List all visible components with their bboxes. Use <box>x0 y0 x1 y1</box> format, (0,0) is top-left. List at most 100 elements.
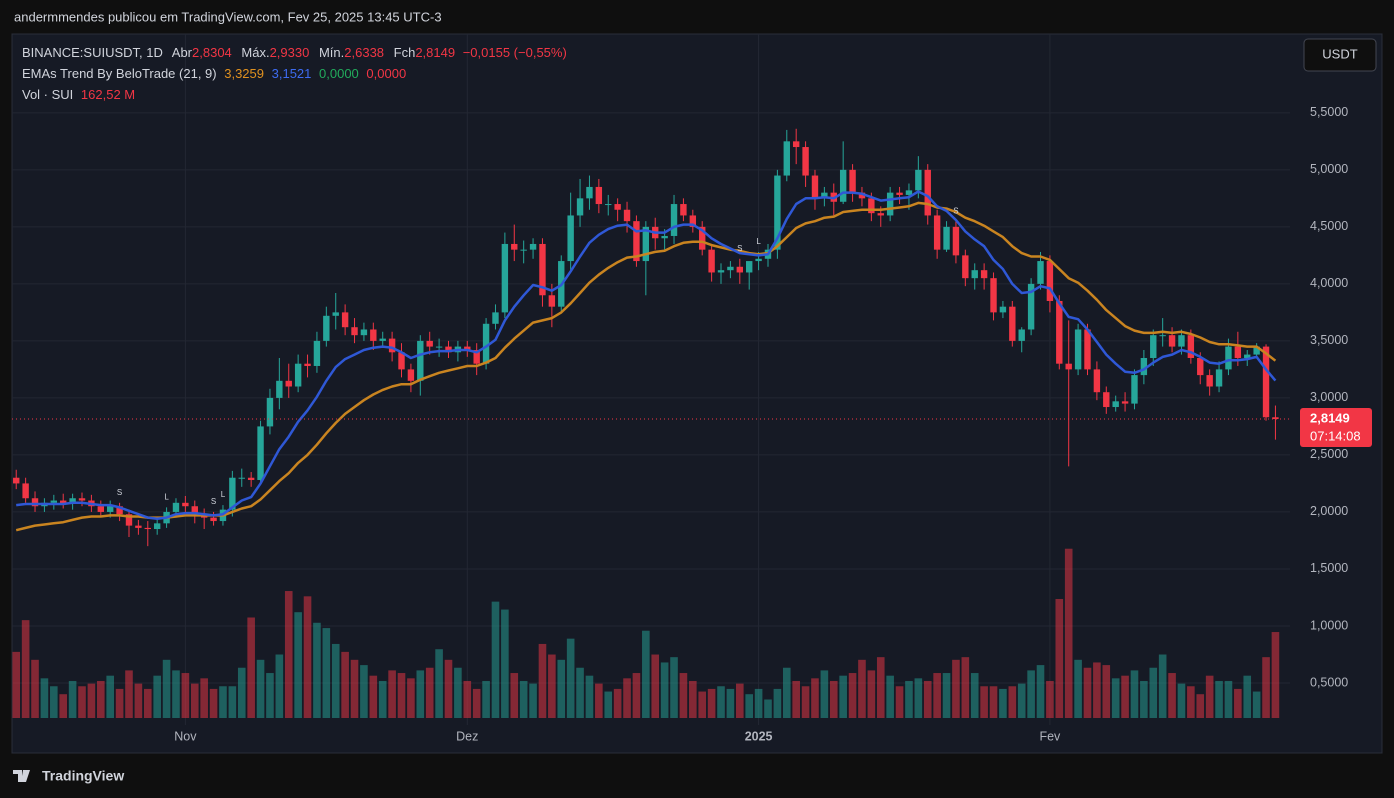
volume-bar <box>970 673 979 718</box>
volume-bar <box>933 673 941 718</box>
volume-bar <box>811 678 819 718</box>
candle-body <box>905 190 913 195</box>
legend-indicator: EMAs Trend By BeloTrade (21, 9) 3,3259 3… <box>22 66 406 81</box>
candle-body <box>266 397 274 427</box>
signal-label: S <box>953 206 958 215</box>
candle-body <box>1206 375 1213 387</box>
candle-body <box>1178 335 1185 347</box>
candle-body <box>858 192 866 199</box>
volume-bar <box>501 609 509 718</box>
volume-bar <box>858 659 866 718</box>
volume-bar <box>952 659 960 718</box>
volume-bar <box>867 670 876 718</box>
candle-body <box>285 380 292 387</box>
candle-body <box>1272 417 1279 420</box>
volume-bar <box>454 667 462 718</box>
caption: andermmendes publicou em TradingView.com… <box>14 9 442 24</box>
indicator-value: 0,0000 <box>366 66 406 81</box>
volume-bar <box>378 680 387 718</box>
candle-body <box>238 477 245 479</box>
candle-body <box>1159 335 1166 337</box>
volume-bar <box>1046 680 1054 718</box>
volume-bar <box>397 673 406 718</box>
candle-body <box>1046 261 1054 301</box>
volume-bar <box>689 680 697 718</box>
volume-bar <box>360 665 368 718</box>
candle-body <box>717 270 725 273</box>
currency-button[interactable] <box>1303 38 1377 72</box>
change: −0,0155 (−0,55%) <box>463 45 567 60</box>
volume-bar <box>679 673 688 718</box>
volume-bar <box>651 654 660 718</box>
candle-body <box>1150 335 1157 358</box>
volume-bar <box>1234 688 1242 718</box>
volume-bar <box>1140 680 1148 718</box>
brand-logo <box>13 770 30 782</box>
y-tick-label: 1,5000 <box>1310 561 1348 575</box>
x-tick-label: Dez <box>456 729 478 743</box>
last-price-box <box>1300 408 1372 448</box>
volume-bar <box>914 678 923 718</box>
indicator-value: 0,0000 <box>319 66 359 81</box>
candle-body <box>13 477 20 484</box>
volume-bar <box>717 686 725 718</box>
volume-bar <box>50 686 58 718</box>
candle-body <box>1215 369 1223 387</box>
volume-bar <box>613 688 622 718</box>
currency: USDT <box>1322 46 1357 61</box>
legend-volume: Vol · SUI 162,52 M <box>22 87 135 102</box>
candle-body <box>1084 329 1091 370</box>
volume-bar <box>1252 691 1261 718</box>
volume-bar <box>134 683 143 718</box>
candle-body <box>417 340 424 381</box>
volume-bar <box>660 662 669 718</box>
volume-bar <box>905 680 913 718</box>
volume-bar <box>623 678 631 718</box>
volume-bar <box>1271 632 1280 718</box>
candle-body <box>482 323 490 364</box>
candle-body <box>106 506 114 512</box>
candle-body <box>1244 354 1251 358</box>
candle-body <box>116 506 123 515</box>
volume-bar <box>331 643 340 718</box>
candle-body <box>388 338 396 353</box>
candle-body <box>1027 283 1035 330</box>
y-tick-label: 3,0000 <box>1310 390 1348 404</box>
candle-body <box>445 346 452 353</box>
volume-bar <box>219 686 227 718</box>
candle-body <box>896 192 903 195</box>
volume-bar <box>670 657 678 718</box>
volume-bar <box>754 688 763 718</box>
y-tick-label: 1,0000 <box>1310 618 1348 632</box>
candle-body <box>1197 357 1204 376</box>
candle-body <box>332 312 339 316</box>
volume-bar <box>1177 683 1186 718</box>
volume-bar <box>153 675 161 718</box>
signal-label: L <box>164 492 169 501</box>
candle-body <box>529 243 537 250</box>
candle-body <box>839 169 847 202</box>
volume-bar <box>829 680 838 718</box>
countdown: 07:14:08 <box>1310 428 1361 443</box>
volume-bar <box>59 694 68 718</box>
volume-bar <box>416 670 425 718</box>
ohlc-label: Mín. <box>319 45 344 60</box>
candle-body <box>670 204 678 236</box>
volume-bar <box>1168 673 1176 718</box>
candle-body <box>125 514 133 526</box>
candle-body <box>229 477 236 510</box>
volume-bar <box>961 657 970 718</box>
candle-body <box>341 312 349 328</box>
candle-body <box>962 255 969 279</box>
volume-bar <box>1196 694 1205 718</box>
symbol: BINANCE:SUIUSDT, 1D <box>22 45 163 60</box>
candle-body <box>886 192 894 216</box>
volume-bar <box>303 596 312 718</box>
candle-body <box>567 215 574 262</box>
volume-bar <box>341 651 349 718</box>
candle-body <box>182 502 189 507</box>
volume-bar <box>566 638 575 718</box>
candle-body <box>736 266 744 273</box>
ema-line <box>16 190 1277 521</box>
volume-bar <box>839 675 847 718</box>
